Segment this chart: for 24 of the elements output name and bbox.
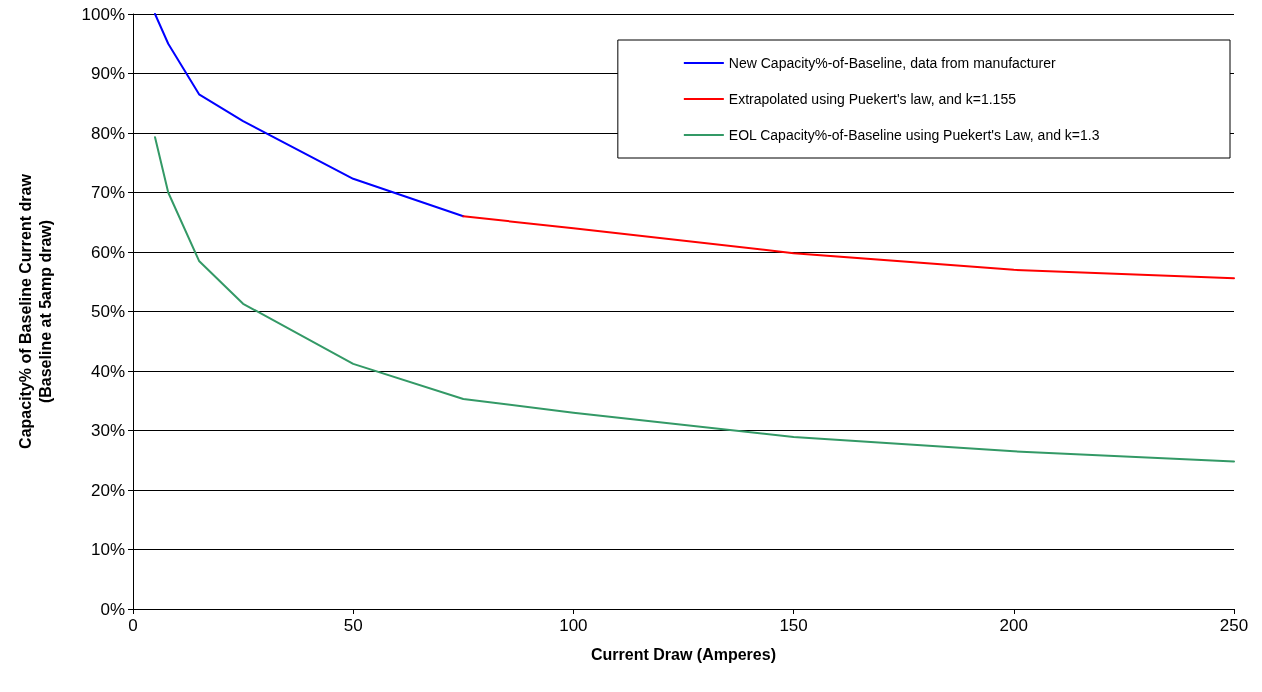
legend-label: Extrapolated using Puekert's law, and k=1.155 <box>728 91 1017 107</box>
legend-label: EOL Capacity%-of-Baseline using Puekert's Law, and k=1.3 <box>728 127 1100 143</box>
line-series <box>154 13 465 218</box>
y-tick-label: 0% <box>100 599 125 619</box>
y-axis-title: Capacity% of Baseline Current draw (Baseline at 5amp draw) <box>16 173 54 449</box>
x-tick-label: 250 <box>1219 616 1249 635</box>
y-tick-label: 90% <box>90 64 125 83</box>
y-tick-label: 20% <box>90 480 125 500</box>
y-tick-label: 100% <box>81 4 125 24</box>
y-tick-label: 70% <box>90 183 125 202</box>
y-tick-label: 50% <box>90 302 125 321</box>
y-tick-label: 10% <box>90 540 125 559</box>
x-tick-label: 100 <box>559 616 588 635</box>
x-tick-label: 50 <box>343 616 363 635</box>
x-tick-label: 150 <box>779 616 808 635</box>
y-tick-label: 80% <box>90 123 125 143</box>
y-tick-label: 40% <box>90 361 125 381</box>
x-axis-title: Current Draw (Amperes) <box>591 645 776 663</box>
line-series <box>462 215 1235 280</box>
y-tick-label: 60% <box>90 242 125 262</box>
y-tick-label: 30% <box>90 421 125 440</box>
x-tick-label: 200 <box>999 616 1028 635</box>
x-tick-label: 0 <box>128 616 138 635</box>
legend-label: New Capacity%-of-Baseline, data from manufacturer <box>728 55 1056 71</box>
